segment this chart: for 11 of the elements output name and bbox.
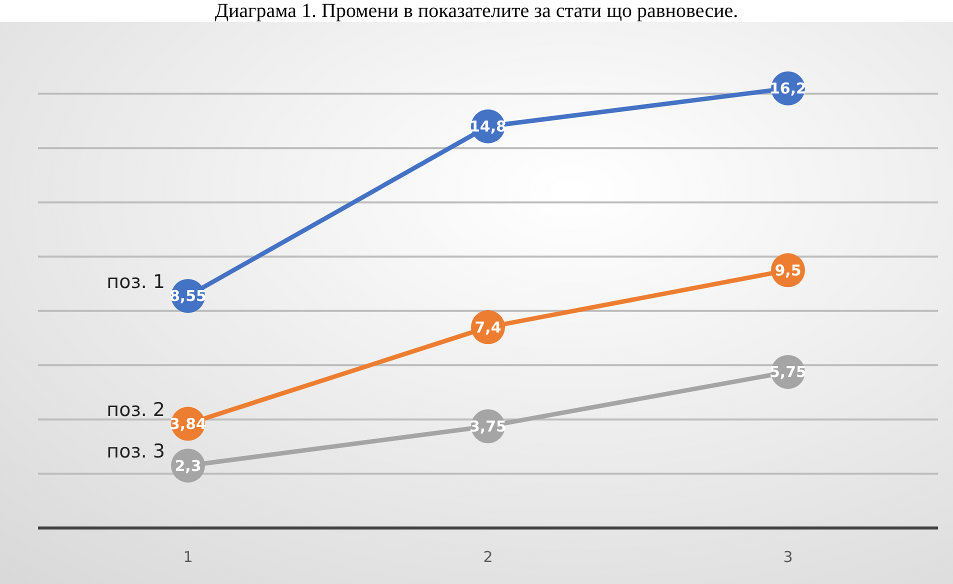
series-label: поз. 3	[106, 440, 165, 463]
x-tick-label: 3	[783, 548, 793, 566]
data-label: 7,4	[474, 318, 502, 336]
series-label: поз. 2	[106, 398, 165, 421]
data-label: 9,5	[774, 261, 802, 280]
series-label: поз. 1	[106, 270, 165, 293]
chart-title: Диаграма 1. Промени в показателите за стати що равновесие.	[214, 0, 738, 22]
x-tick-label: 1	[183, 548, 193, 566]
data-label: 14,8	[469, 118, 507, 136]
x-tick-label: 2	[483, 548, 493, 566]
data-label: 2,3	[174, 456, 202, 475]
